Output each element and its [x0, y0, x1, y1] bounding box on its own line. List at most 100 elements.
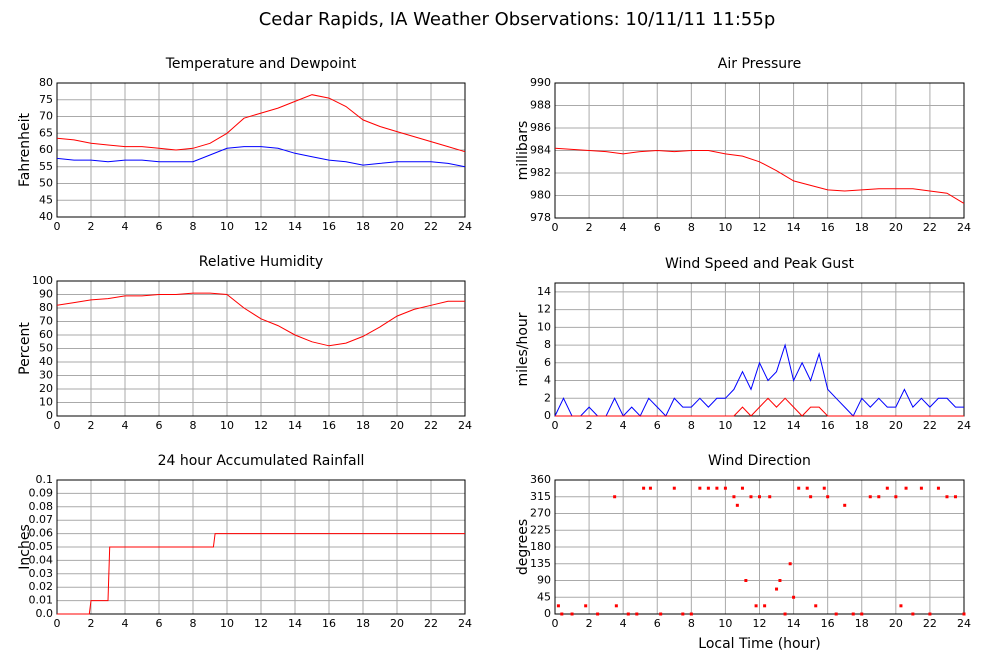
- scatter-point: [626, 612, 630, 616]
- x-tick-label: 20: [390, 617, 404, 630]
- x-tick-label: 18: [855, 221, 869, 234]
- y-tick-label: 6: [544, 356, 551, 369]
- x-tick-label: 10: [718, 419, 732, 432]
- scatter-point: [894, 495, 898, 499]
- scatter-point: [740, 486, 744, 490]
- x-tick-label: 14: [787, 617, 801, 630]
- scatter-point: [560, 612, 564, 616]
- scatter-point: [868, 495, 872, 499]
- y-axis-label: Fahrenheit: [17, 112, 33, 187]
- scatter-point: [843, 503, 847, 507]
- y-tick-label: 990: [530, 76, 551, 89]
- y-tick-label: 14: [537, 285, 551, 298]
- scatter-point: [928, 612, 932, 616]
- y-tick-label: 12: [537, 303, 551, 316]
- y-tick-label: 10: [39, 396, 53, 409]
- x-tick-label: 8: [688, 221, 695, 234]
- x-tick-label: 4: [620, 617, 627, 630]
- scatter-point: [851, 612, 855, 616]
- series-line: [555, 397, 964, 417]
- scatter-point: [763, 604, 767, 608]
- scatter-point: [735, 503, 739, 507]
- scatter-point: [556, 604, 560, 608]
- y-tick-label: 988: [530, 99, 551, 112]
- scatter-point: [953, 495, 957, 499]
- x-tick-label: 14: [288, 220, 302, 233]
- x-tick-label: 20: [390, 419, 404, 432]
- x-tick-label: 22: [424, 617, 438, 630]
- x-tick-label: 8: [688, 419, 695, 432]
- x-tick-label: 2: [88, 220, 95, 233]
- y-axis-label: Percent: [17, 322, 33, 375]
- x-tick-label: 6: [156, 617, 163, 630]
- x-tick-label: 4: [620, 221, 627, 234]
- y-tick-label: 978: [530, 211, 551, 224]
- scatter-point: [706, 486, 710, 490]
- x-tick-label: 22: [424, 220, 438, 233]
- x-tick-label: 12: [753, 221, 767, 234]
- x-tick-label: 20: [889, 221, 903, 234]
- y-tick-label: 50: [39, 342, 53, 355]
- x-tick-label: 22: [923, 419, 937, 432]
- y-tick-label: 70: [39, 110, 53, 123]
- y-tick-label: 80: [39, 76, 53, 89]
- scatter-point: [596, 612, 600, 616]
- x-tick-label: 0: [54, 617, 61, 630]
- x-tick-label: 18: [356, 419, 370, 432]
- x-tick-label: 2: [88, 617, 95, 630]
- x-tick-label: 8: [688, 617, 695, 630]
- y-tick-label: 45: [39, 193, 53, 206]
- plot-frame: [56, 280, 466, 417]
- x-tick-label: 6: [654, 221, 661, 234]
- scatter-point: [635, 612, 639, 616]
- y-tick-label: 315: [530, 490, 551, 503]
- scatter-point: [936, 486, 940, 490]
- panel-title: Wind Speed and Peak Gust: [665, 256, 854, 272]
- y-tick-label: 984: [530, 144, 551, 157]
- y-tick-label: 986: [530, 121, 551, 134]
- y-tick-label: 10: [537, 320, 551, 333]
- plot-frame: [56, 82, 466, 218]
- scatter-point: [904, 486, 908, 490]
- scatter-point: [885, 486, 889, 490]
- y-tick-label: 0.1: [36, 473, 54, 486]
- series-line: [56, 94, 466, 153]
- panel-title: Wind Direction: [708, 453, 811, 469]
- panel-title: Temperature and Dewpoint: [165, 56, 357, 72]
- x-tick-label: 14: [787, 419, 801, 432]
- scatter-point: [681, 612, 685, 616]
- x-tick-label: 8: [190, 617, 197, 630]
- x-tick-label: 2: [586, 617, 593, 630]
- x-tick-label: 10: [718, 221, 732, 234]
- scatter-point: [783, 612, 787, 616]
- scatter-point: [642, 486, 646, 490]
- x-axis-label: Local Time (hour): [698, 636, 820, 652]
- y-tick-label: 0.09: [29, 486, 54, 499]
- x-tick-label: 14: [787, 221, 801, 234]
- plot-frame: [554, 282, 965, 417]
- y-tick-label: 980: [530, 189, 551, 202]
- scatter-point: [570, 612, 574, 616]
- y-tick-label: 0.05: [29, 540, 54, 553]
- y-tick-label: 0.02: [29, 580, 54, 593]
- x-tick-label: 10: [220, 419, 234, 432]
- y-tick-label: 90: [537, 574, 551, 587]
- scatter-point: [919, 486, 923, 490]
- series-line: [56, 292, 465, 347]
- x-tick-label: 2: [88, 419, 95, 432]
- scatter-point: [945, 495, 949, 499]
- scatter-point: [754, 604, 758, 608]
- y-tick-label: 40: [39, 210, 53, 223]
- x-tick-label: 24: [957, 221, 971, 234]
- scatter-point: [962, 612, 966, 616]
- x-tick-label: 0: [54, 419, 61, 432]
- y-tick-label: 0: [544, 409, 551, 422]
- scatter-point: [877, 495, 881, 499]
- x-tick-label: 4: [620, 419, 627, 432]
- scatter-point: [723, 486, 727, 490]
- scatter-point: [778, 579, 782, 582]
- x-tick-label: 18: [855, 617, 869, 630]
- scatter-point: [732, 495, 736, 499]
- y-axis-label: millibars: [515, 121, 531, 181]
- x-tick-label: 2: [586, 419, 593, 432]
